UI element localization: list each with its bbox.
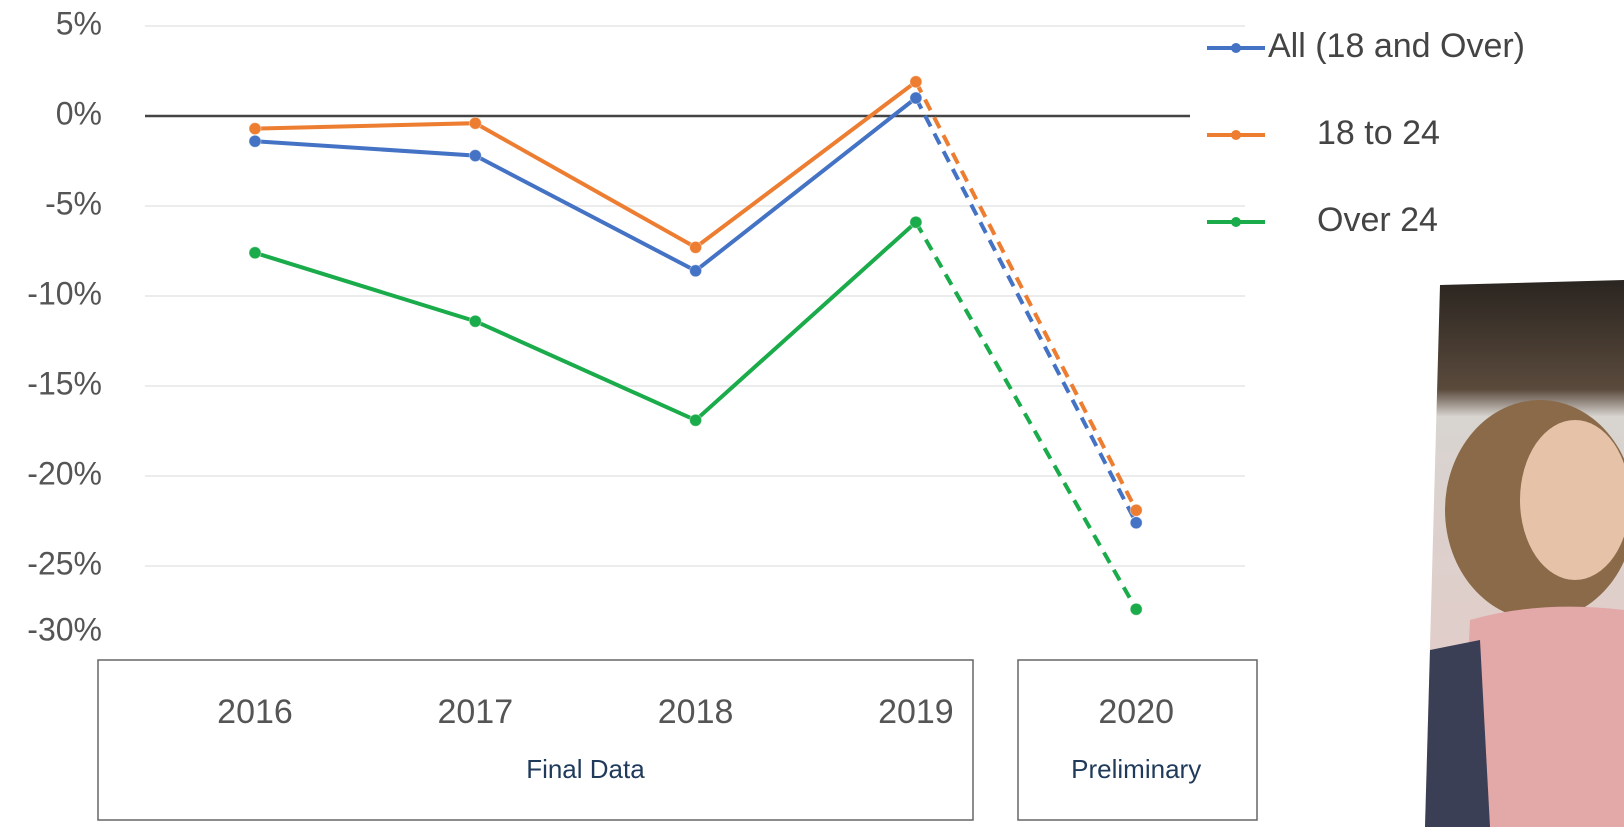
point [248,246,262,260]
y-tick-label: -25% [27,545,102,581]
x-tick-label: 2016 [217,693,293,731]
x-tick-label: 2018 [658,693,734,731]
point [689,413,703,427]
photo [1425,280,1624,827]
y-tick-label: 5% [56,5,102,41]
line-dashed [914,97,1138,524]
x-tick-label: 2019 [878,693,954,731]
x-tick-label: 2017 [437,693,513,731]
point [468,116,482,130]
group-label: Final Data [526,754,645,784]
point [468,314,482,328]
y-tick-label: -20% [27,455,102,491]
x-tick-label: 2020 [1098,693,1174,731]
y-tick-label: -15% [27,365,102,401]
legend-label: 18 to 24 [1317,114,1440,152]
point [909,215,923,229]
point [248,122,262,136]
point [909,75,923,89]
y-tick-label: -10% [27,275,102,311]
point [1129,602,1143,616]
legend-label: Over 24 [1317,201,1438,239]
group-label: Preliminary [1071,754,1201,784]
line [254,220,918,423]
legend-label: All (18 and Over) [1268,27,1525,65]
group-box [97,659,974,821]
point [1129,516,1143,530]
line-dashed [914,221,1138,611]
y-tick-label: 0% [56,95,102,131]
point [689,264,703,278]
y-tick-label: -30% [27,611,102,647]
group-box [1017,659,1258,821]
point [1129,503,1143,517]
legend-marker [1231,130,1241,140]
point [248,134,262,148]
point [689,240,703,254]
line [254,80,918,250]
y-tick-label: -5% [45,185,102,221]
point [909,91,923,105]
line [254,96,918,274]
legend-marker [1231,217,1241,227]
legend-marker [1231,43,1241,53]
line-dashed [914,80,1138,512]
point [468,149,482,163]
